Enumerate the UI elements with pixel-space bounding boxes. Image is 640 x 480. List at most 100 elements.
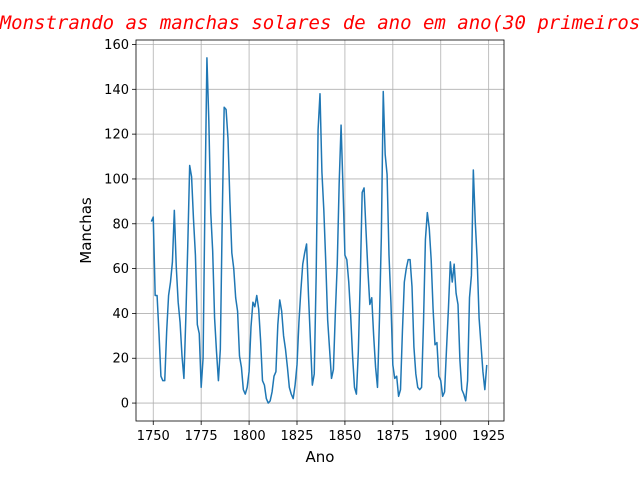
- x-tick-label: 1800: [233, 429, 266, 444]
- data-point: [254, 306, 255, 307]
- data-point: [273, 376, 274, 377]
- data-point: [425, 239, 426, 240]
- data-point: [314, 373, 315, 374]
- data-point: [319, 93, 320, 94]
- data-point: [151, 221, 152, 222]
- data-point: [409, 259, 410, 260]
- data-point: [185, 317, 186, 318]
- x-tick-label: 1775: [185, 429, 218, 444]
- data-point: [183, 378, 184, 379]
- data-point: [289, 387, 290, 388]
- data-point: [360, 279, 361, 280]
- y-tick-label: 60: [112, 262, 129, 277]
- data-point: [404, 281, 405, 282]
- data-point: [356, 394, 357, 395]
- data-point: [256, 295, 257, 296]
- data-point: [277, 324, 278, 325]
- data-point: [452, 281, 453, 282]
- data-point: [396, 376, 397, 377]
- data-point: [369, 304, 370, 305]
- data-point: [224, 107, 225, 108]
- x-tick-label: 1750: [137, 429, 170, 444]
- data-point: [377, 387, 378, 388]
- x-tick-label: 1825: [280, 429, 313, 444]
- data-point: [392, 364, 393, 365]
- data-point: [450, 261, 451, 262]
- data-point: [260, 340, 261, 341]
- data-point: [388, 255, 389, 256]
- data-point: [352, 355, 353, 356]
- data-point: [459, 360, 460, 361]
- data-point: [239, 355, 240, 356]
- data-point: [201, 387, 202, 388]
- data-point: [170, 281, 171, 282]
- data-point: [406, 268, 407, 269]
- data-point: [160, 376, 161, 377]
- y-tick-label: 0: [121, 397, 129, 412]
- data-point: [486, 364, 487, 365]
- data-point: [350, 315, 351, 316]
- data-point: [231, 252, 232, 253]
- data-point: [346, 259, 347, 260]
- data-point: [363, 187, 364, 188]
- data-point: [306, 243, 307, 244]
- data-point: [475, 221, 476, 222]
- data-point: [187, 246, 188, 247]
- data-point: [436, 342, 437, 343]
- data-point: [300, 290, 301, 291]
- data-point: [465, 400, 466, 401]
- data-point: [438, 376, 439, 377]
- data-point: [271, 391, 272, 392]
- data-point: [421, 387, 422, 388]
- data-point: [178, 302, 179, 303]
- data-point: [275, 371, 276, 372]
- data-point: [354, 387, 355, 388]
- data-point: [204, 196, 205, 197]
- data-point: [381, 237, 382, 238]
- data-point: [331, 378, 332, 379]
- data-point: [281, 311, 282, 312]
- data-point: [197, 324, 198, 325]
- data-point: [316, 275, 317, 276]
- data-point: [390, 302, 391, 303]
- data-point: [202, 358, 203, 359]
- data-point: [400, 389, 401, 390]
- data-point: [408, 259, 409, 260]
- data-point: [250, 326, 251, 327]
- x-tick-label: 1900: [424, 429, 457, 444]
- data-point: [258, 308, 259, 309]
- data-point: [247, 387, 248, 388]
- data-point: [333, 369, 334, 370]
- data-point: [461, 389, 462, 390]
- data-point: [340, 125, 341, 126]
- data-point: [367, 270, 368, 271]
- data-point: [379, 320, 380, 321]
- data-point: [429, 228, 430, 229]
- data-point: [482, 371, 483, 372]
- data-point: [225, 109, 226, 110]
- data-point: [235, 297, 236, 298]
- data-point: [214, 317, 215, 318]
- data-point: [181, 355, 182, 356]
- data-point: [317, 129, 318, 130]
- data-point: [339, 183, 340, 184]
- data-point: [442, 396, 443, 397]
- x-tick-label: 1850: [328, 429, 361, 444]
- data-point: [454, 264, 455, 265]
- data-point: [168, 295, 169, 296]
- y-axis-label: Manchas: [77, 197, 95, 264]
- x-axis-label: Ano: [306, 448, 335, 466]
- data-point: [383, 91, 384, 92]
- data-point: [304, 252, 305, 253]
- data-point: [199, 333, 200, 334]
- data-point: [176, 266, 177, 267]
- data-point: [268, 402, 269, 403]
- data-point: [229, 201, 230, 202]
- data-point: [312, 385, 313, 386]
- sunspot-series-line: [150, 57, 488, 404]
- data-point: [358, 351, 359, 352]
- chart-title: Monstrando as manchas solares de ano em …: [0, 12, 640, 34]
- data-point: [195, 255, 196, 256]
- data-point: [480, 344, 481, 345]
